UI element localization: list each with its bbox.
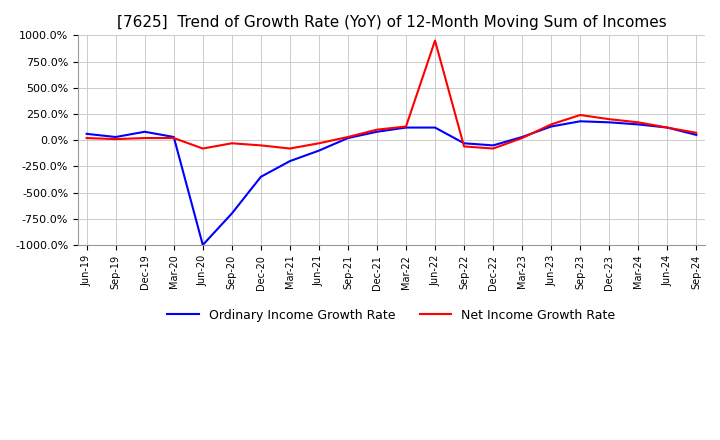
Net Income Growth Rate: [112, 136, 120, 142]
Net Income Growth Rate: [373, 127, 382, 132]
Ordinary Income Growth Rate: [663, 125, 672, 130]
Net Income Growth Rate: [605, 117, 613, 122]
Net Income Growth Rate: [663, 125, 672, 130]
Ordinary Income Growth Rate: [169, 134, 178, 139]
Net Income Growth Rate: [228, 141, 236, 146]
Ordinary Income Growth Rate: [692, 132, 701, 138]
Net Income Growth Rate: [460, 144, 469, 149]
Ordinary Income Growth Rate: [256, 174, 265, 180]
Ordinary Income Growth Rate: [460, 141, 469, 146]
Net Income Growth Rate: [256, 143, 265, 148]
Net Income Growth Rate: [634, 120, 642, 125]
Net Income Growth Rate: [199, 146, 207, 151]
Net Income Growth Rate: [518, 136, 526, 141]
Ordinary Income Growth Rate: [402, 125, 410, 130]
Net Income Growth Rate: [82, 136, 91, 141]
Line: Ordinary Income Growth Rate: Ordinary Income Growth Rate: [86, 121, 696, 245]
Ordinary Income Growth Rate: [315, 148, 323, 153]
Net Income Growth Rate: [431, 38, 439, 43]
Ordinary Income Growth Rate: [634, 122, 642, 127]
Net Income Growth Rate: [315, 141, 323, 146]
Ordinary Income Growth Rate: [140, 129, 149, 134]
Net Income Growth Rate: [140, 136, 149, 141]
Net Income Growth Rate: [402, 124, 410, 129]
Line: Net Income Growth Rate: Net Income Growth Rate: [86, 40, 696, 149]
Net Income Growth Rate: [489, 146, 498, 151]
Net Income Growth Rate: [286, 146, 294, 151]
Ordinary Income Growth Rate: [489, 143, 498, 148]
Ordinary Income Growth Rate: [82, 131, 91, 136]
Ordinary Income Growth Rate: [343, 136, 352, 141]
Ordinary Income Growth Rate: [605, 120, 613, 125]
Ordinary Income Growth Rate: [576, 119, 585, 124]
Legend: Ordinary Income Growth Rate, Net Income Growth Rate: Ordinary Income Growth Rate, Net Income …: [163, 304, 621, 327]
Net Income Growth Rate: [169, 136, 178, 141]
Ordinary Income Growth Rate: [373, 129, 382, 134]
Ordinary Income Growth Rate: [286, 158, 294, 164]
Ordinary Income Growth Rate: [112, 134, 120, 139]
Net Income Growth Rate: [546, 122, 555, 127]
Title: [7625]  Trend of Growth Rate (YoY) of 12-Month Moving Sum of Incomes: [7625] Trend of Growth Rate (YoY) of 12-…: [117, 15, 667, 30]
Net Income Growth Rate: [343, 134, 352, 139]
Net Income Growth Rate: [692, 130, 701, 136]
Ordinary Income Growth Rate: [431, 125, 439, 130]
Ordinary Income Growth Rate: [199, 242, 207, 248]
Ordinary Income Growth Rate: [228, 211, 236, 216]
Net Income Growth Rate: [576, 112, 585, 117]
Ordinary Income Growth Rate: [518, 134, 526, 139]
Ordinary Income Growth Rate: [546, 124, 555, 129]
